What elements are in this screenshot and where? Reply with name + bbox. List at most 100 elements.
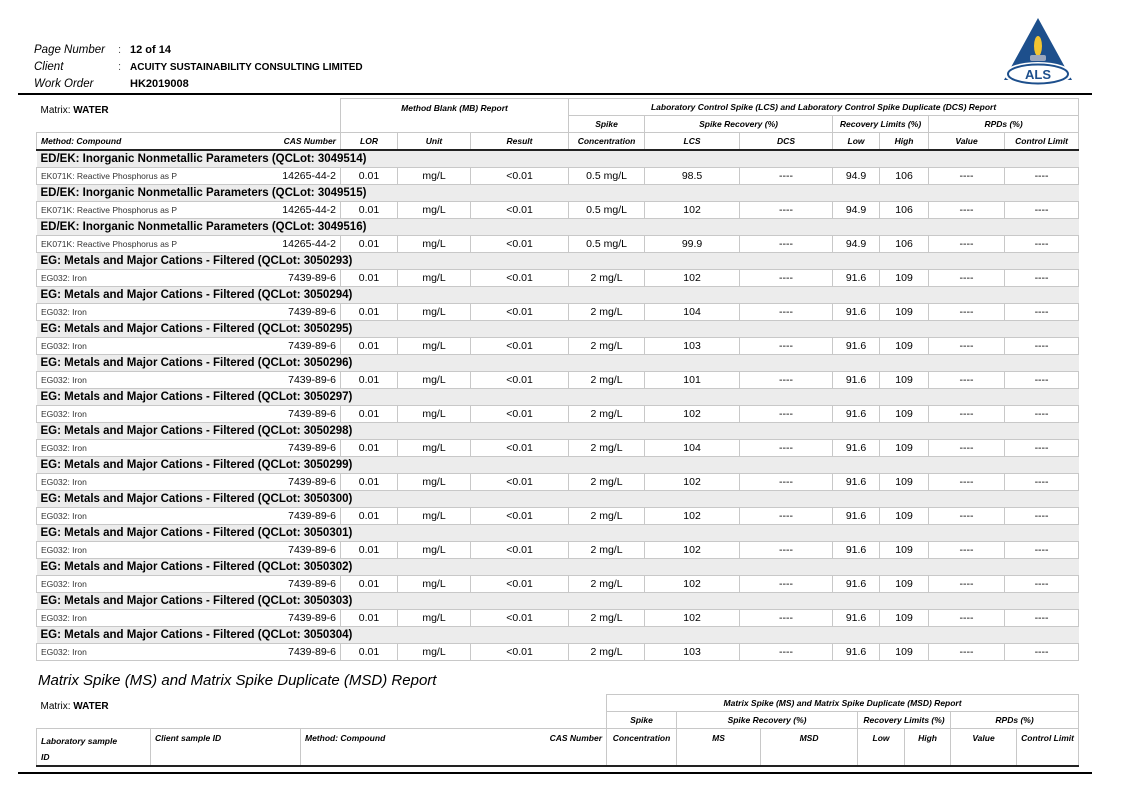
cell-dcs: ---- (739, 371, 834, 389)
cell-cas: 7439-89-6 (264, 643, 341, 661)
qclot-group-header: EG: Metals and Major Cations - Filtered … (36, 286, 1079, 304)
header-value: Value (928, 132, 1006, 151)
qclot-title: EG: Metals and Major Cations - Filtered … (36, 388, 1079, 406)
page-number-label: Page Number (34, 44, 105, 56)
cell-spike-concentration: 2 mg/L (568, 439, 646, 457)
cell-result: <0.01 (469, 541, 570, 559)
qclot-title: EG: Metals and Major Cations - Filtered … (36, 354, 1079, 372)
qclot-title: EG: Metals and Major Cations - Filtered … (36, 286, 1079, 304)
qclot-group-header: EG: Metals and Major Cations - Filtered … (36, 626, 1079, 644)
cell-cas: 7439-89-6 (264, 541, 341, 559)
table-row: EK071K: Reactive Phosphorus as P 14265-44… (36, 167, 1080, 185)
cell-lcs: 102 (644, 507, 741, 525)
qclot-title: EG: Metals and Major Cations - Filtered … (36, 422, 1079, 440)
qclot-title: EG: Metals and Major Cations - Filtered … (36, 456, 1079, 474)
qclot-group-header: EG: Metals and Major Cations - Filtered … (36, 388, 1079, 406)
cell-dcs: ---- (739, 439, 834, 457)
qclot-title: EG: Metals and Major Cations - Filtered … (36, 558, 1079, 576)
cell-low: 91.6 (832, 303, 881, 321)
ms-header-lab-sample: Laboratory sample ID (36, 728, 151, 767)
ms-header-rpds: RPDs (%) (950, 711, 1080, 729)
cell-compound: EK071K: Reactive Phosphorus as P (36, 201, 265, 219)
cell-lor: 0.01 (340, 643, 398, 661)
cell-dcs: ---- (739, 643, 834, 661)
cell-high: 106 (879, 235, 930, 253)
work-order: HK2019008 (130, 78, 189, 90)
cell-control-limit: ---- (1004, 303, 1080, 321)
cell-compound: EK071K: Reactive Phosphorus as P (36, 167, 265, 185)
cell-unit: mg/L (397, 303, 471, 321)
cell-control-limit: ---- (1004, 269, 1080, 287)
cell-unit: mg/L (397, 575, 471, 593)
qclot-group-header: EG: Metals and Major Cations - Filtered … (36, 490, 1079, 508)
footer-divider (18, 772, 1092, 774)
header-cas: CAS Number (264, 132, 341, 151)
cell-dcs: ---- (739, 269, 834, 287)
ms-section-title: Matrix Spike (MS) and Matrix Spike Dupli… (38, 672, 437, 689)
cell-low: 91.6 (832, 405, 881, 423)
cell-cas: 7439-89-6 (264, 405, 341, 423)
client-label: Client (34, 61, 64, 73)
qclot-title: EG: Metals and Major Cations - Filtered … (36, 626, 1079, 644)
cell-lor: 0.01 (340, 303, 398, 321)
cell-high: 109 (879, 643, 930, 661)
table-row: EK071K: Reactive Phosphorus as P 14265-44… (36, 235, 1080, 253)
cell-lcs: 99.9 (644, 235, 741, 253)
cell-compound: EG032: Iron (36, 337, 265, 355)
cell-spike-concentration: 2 mg/L (568, 303, 646, 321)
cell-control-limit: ---- (1004, 473, 1080, 491)
cell-unit: mg/L (397, 201, 471, 219)
cell-lor: 0.01 (340, 541, 398, 559)
cell-cas: 7439-89-6 (264, 371, 341, 389)
cell-result: <0.01 (469, 405, 570, 423)
cell-cas: 14265-44-2 (264, 167, 341, 185)
cell-dcs: ---- (739, 201, 834, 219)
cell-dcs: ---- (739, 337, 834, 355)
cell-cas: 7439-89-6 (264, 609, 341, 627)
svg-text:ALS: ALS (1025, 67, 1051, 82)
table-row: EG032: Iron 7439-89-6 0.01 mg/L <0.01 2 mg/L 1… (36, 269, 1080, 287)
cell-rpd-value: ---- (928, 201, 1006, 219)
qclot-group-header: EG: Metals and Major Cations - Filtered … (36, 354, 1079, 372)
cell-unit: mg/L (397, 643, 471, 661)
cell-lcs: 104 (644, 439, 741, 457)
cell-result: <0.01 (469, 303, 570, 321)
cell-cas: 7439-89-6 (264, 575, 341, 593)
header-control-limit: Control Limit (1004, 132, 1080, 151)
cell-low: 94.9 (832, 235, 881, 253)
header-lor: LOR (340, 132, 398, 151)
cell-high: 109 (879, 371, 930, 389)
cell-compound: EK071K: Reactive Phosphorus as P (36, 235, 265, 253)
cell-lor: 0.01 (340, 269, 398, 287)
ms-table: Matrix: WATER Matrix Spike (MS) and Matr… (36, 694, 1080, 767)
cell-lcs: 102 (644, 269, 741, 287)
header-method: Method: Compound (36, 132, 265, 151)
cell-lcs: 102 (644, 575, 741, 593)
cell-lor: 0.01 (340, 371, 398, 389)
cell-lor: 0.01 (340, 473, 398, 491)
colon: : (118, 61, 122, 73)
cell-control-limit: ---- (1004, 541, 1080, 559)
cell-rpd-value: ---- (928, 371, 1006, 389)
cell-unit: mg/L (397, 269, 471, 287)
cell-spike-concentration: 0.5 mg/L (568, 235, 646, 253)
ms-header-high: High (904, 728, 952, 767)
header-spike-recovery: Spike Recovery (%) (644, 115, 834, 133)
cell-cas: 7439-89-6 (264, 303, 341, 321)
cell-cas: 7439-89-6 (264, 507, 341, 525)
cell-unit: mg/L (397, 235, 471, 253)
cell-spike-concentration: 0.5 mg/L (568, 167, 646, 185)
header-high: High (879, 132, 930, 151)
matrix-label: Matrix: WATER (40, 104, 109, 116)
cell-lcs: 102 (644, 473, 741, 491)
cell-lcs: 102 (644, 609, 741, 627)
cell-lcs: 102 (644, 541, 741, 559)
ms-matrix-value: WATER (73, 700, 109, 712)
cell-low: 91.6 (832, 643, 881, 661)
cell-lcs: 103 (644, 337, 741, 355)
table-row: EG032: Iron 7439-89-6 0.01 mg/L <0.01 2 mg/L 1… (36, 541, 1080, 559)
cell-low: 91.6 (832, 439, 881, 457)
cell-compound: EG032: Iron (36, 439, 265, 457)
cell-low: 91.6 (832, 609, 881, 627)
header-lcs: LCS (644, 132, 741, 151)
